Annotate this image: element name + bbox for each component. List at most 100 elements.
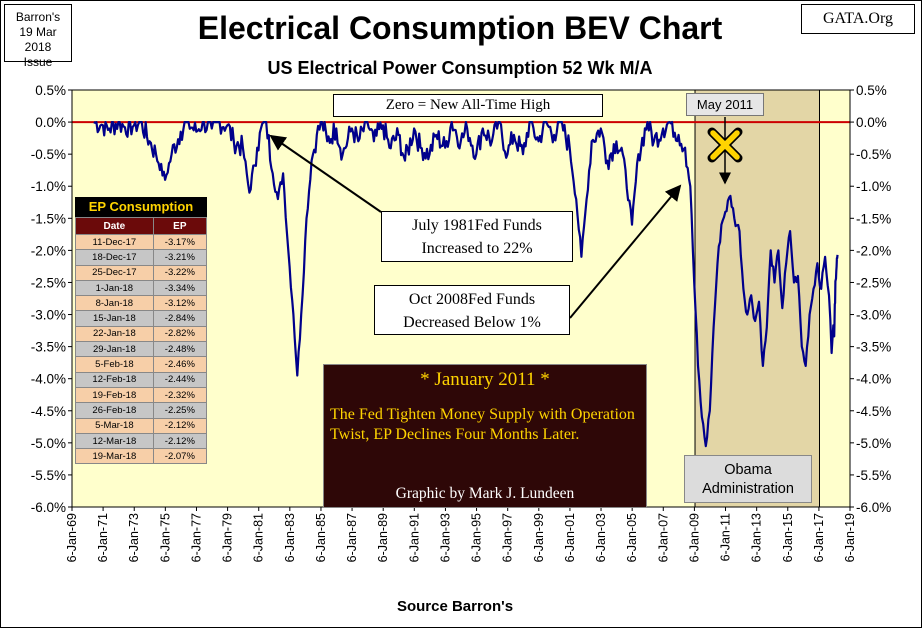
source-line-1: Barron's [15, 10, 61, 24]
ep-table-row: 25-Dec-17 -3.22% [75, 264, 208, 281]
x-tick-label: 6-Jan-17 [812, 513, 826, 562]
ep-row-date: 1-Jan-18 [75, 279, 154, 297]
ep-row-value: -3.21% [152, 249, 208, 266]
ep-table-grid: Date EP 11-Dec-17 -3.17% 18-Dec-17 -3.21% 25… [75, 217, 208, 465]
right-tick-label: 0.0% [856, 115, 887, 130]
ep-row-value: -2.07% [152, 448, 208, 465]
left-tick-label: -2.0% [31, 243, 66, 258]
right-tick-label: -3.0% [856, 308, 891, 323]
ep-table-row: 12-Mar-18 -2.12% [75, 432, 208, 450]
ep-header-value: EP [152, 217, 208, 235]
x-axis-ticks: 6-Jan-69 6-Jan-71 6-Jan-73 6-Jan-75 6-Jan-77… [65, 507, 857, 562]
may-2011-label: May 2011 [686, 93, 764, 116]
ep-row-value: -3.22% [152, 264, 208, 281]
right-tick-label: -5.0% [856, 436, 891, 451]
left-axis-ticks: 0.5% 0.0% -0.5% -1.0% -1.5% -2.0% -2.5% -3.0% -3… [31, 83, 72, 515]
source-line-2: 19 Mar 2018 [19, 25, 57, 54]
x-tick-label: 6-Jan-85 [314, 513, 328, 562]
x-tick-label: 6-Jan-87 [345, 513, 359, 562]
ep-row-date: 11-Dec-17 [75, 233, 154, 251]
source-issue-box: Barron's 19 Mar 2018 Issue [4, 4, 72, 69]
chart-title: Electrical Consumption BEV Chart [197, 10, 723, 46]
x-tick-label: 6-Jan-99 [532, 513, 546, 562]
right-tick-label: -3.5% [856, 340, 891, 355]
ep-header-date: Date [75, 217, 154, 235]
ep-row-date: 19-Mar-18 [75, 448, 154, 465]
ep-row-value: -2.84% [152, 310, 208, 327]
source-line-3: Issue [23, 55, 53, 69]
right-tick-label: -6.0% [856, 500, 891, 515]
x-tick-label: 6-Jan-83 [283, 513, 297, 562]
ep-table-row: 19-Feb-18 -2.32% [75, 386, 208, 404]
ep-table-title: EP Consumption [75, 197, 207, 217]
left-tick-label: -2.5% [31, 275, 66, 290]
ep-row-value: -2.32% [152, 386, 208, 404]
ep-row-value: -2.12% [152, 417, 208, 434]
right-tick-label: -1.0% [856, 179, 891, 194]
x-tick-label: 6-Jan-77 [189, 513, 203, 562]
oct-note-line-1: Oct 2008Fed Funds [408, 291, 536, 308]
x-tick-label: 6-Jan-75 [158, 513, 172, 562]
left-tick-label: 0.0% [35, 115, 66, 130]
x-tick-label: 6-Jan-15 [781, 513, 795, 562]
cross-marker [710, 130, 740, 160]
ep-row-value: -2.44% [152, 371, 208, 388]
ep-row-date: 26-Feb-18 [75, 402, 154, 419]
x-tick-label: 6-Jan-11 [719, 513, 733, 561]
january-2011-body: The Fed Tighten Money Supply with Operat… [330, 406, 635, 443]
x-tick-label: 6-Jan-79 [221, 513, 235, 562]
right-tick-label: -4.5% [856, 404, 891, 419]
ep-row-date: 12-Mar-18 [75, 432, 154, 450]
obama-line-1: Obama [724, 462, 772, 478]
right-tick-label: -2.0% [856, 243, 891, 258]
chart-subtitle: US Electrical Power Consumption 52 Wk M/… [267, 58, 653, 78]
x-tick-label: 6-Jan-93 [438, 513, 452, 562]
ep-table-row: 29-Jan-18 -2.48% [75, 341, 208, 358]
ep-row-value: -3.17% [152, 233, 208, 251]
ep-table-row: 15-Jan-18 -2.84% [75, 310, 208, 327]
ep-row-value: -3.12% [152, 295, 208, 312]
x-axis-title: Source Barron's [396, 598, 514, 615]
left-tick-label: -0.5% [31, 147, 66, 162]
ep-table-row: 11-Dec-17 -3.17% [75, 233, 208, 251]
ep-row-date: 15-Jan-18 [75, 310, 154, 327]
left-tick-label: -4.5% [31, 404, 66, 419]
january-2011-heading: * January 2011 * [420, 369, 550, 390]
ep-row-date: 29-Jan-18 [75, 341, 154, 358]
oct-arrow [569, 184, 682, 319]
oct-2008-note: Oct 2008Fed Funds Decreased Below 1% [374, 285, 570, 335]
ep-table-row: 22-Jan-18 -2.82% [75, 325, 208, 343]
x-tick-label: 6-Jan-71 [96, 513, 110, 562]
ep-table-row: 18-Dec-17 -3.21% [75, 249, 208, 266]
left-tick-label: -5.0% [31, 436, 66, 451]
ep-consumption-table: EP Consumption Date EP 11-Dec-17 -3.17% 18… [75, 197, 208, 465]
left-tick-label: -4.0% [31, 372, 66, 387]
ep-table-row: 1-Jan-18 -3.34% [75, 279, 208, 297]
x-tick-label: 6-Jan-05 [625, 513, 639, 562]
left-tick-label: -3.5% [31, 340, 66, 355]
ep-table-row: 19-Mar-18 -2.07% [75, 448, 208, 465]
ep-row-value: -2.82% [152, 325, 208, 343]
ep-row-value: -3.34% [152, 279, 208, 297]
obama-line-2: Administration [702, 481, 794, 497]
x-tick-label: 6-Jan-91 [407, 513, 421, 562]
ep-row-date: 5-Feb-18 [75, 356, 154, 373]
right-tick-label: -5.5% [856, 468, 891, 483]
left-tick-label: -1.5% [31, 211, 66, 226]
right-tick-label: -1.5% [856, 211, 891, 226]
left-tick-label: -6.0% [31, 500, 66, 515]
x-tick-label: 6-Jan-73 [127, 513, 141, 562]
gata-credit: GATA.Org [801, 4, 915, 34]
ep-row-date: 5-Mar-18 [75, 417, 154, 434]
left-tick-label: -3.0% [31, 308, 66, 323]
left-tick-label: 0.5% [35, 83, 66, 98]
zero-note-box: Zero = New All-Time High [333, 94, 603, 117]
right-tick-label: -4.0% [856, 372, 891, 387]
x-tick-label: 6-Jan-81 [252, 513, 266, 562]
right-axis-ticks: 0.5% 0.0% -0.5% -1.0% -1.5% -2.0% -2.5% -3.0% -3… [850, 83, 891, 515]
july-1981-note: July 1981Fed Funds Increased to 22% [381, 211, 573, 262]
x-tick-label: 6-Jan-69 [65, 513, 79, 562]
ep-row-date: 8-Jan-18 [75, 295, 154, 312]
ep-row-value: -2.48% [152, 341, 208, 358]
january-2011-note: * January 2011 * The Fed Tighten Money S… [323, 364, 647, 508]
